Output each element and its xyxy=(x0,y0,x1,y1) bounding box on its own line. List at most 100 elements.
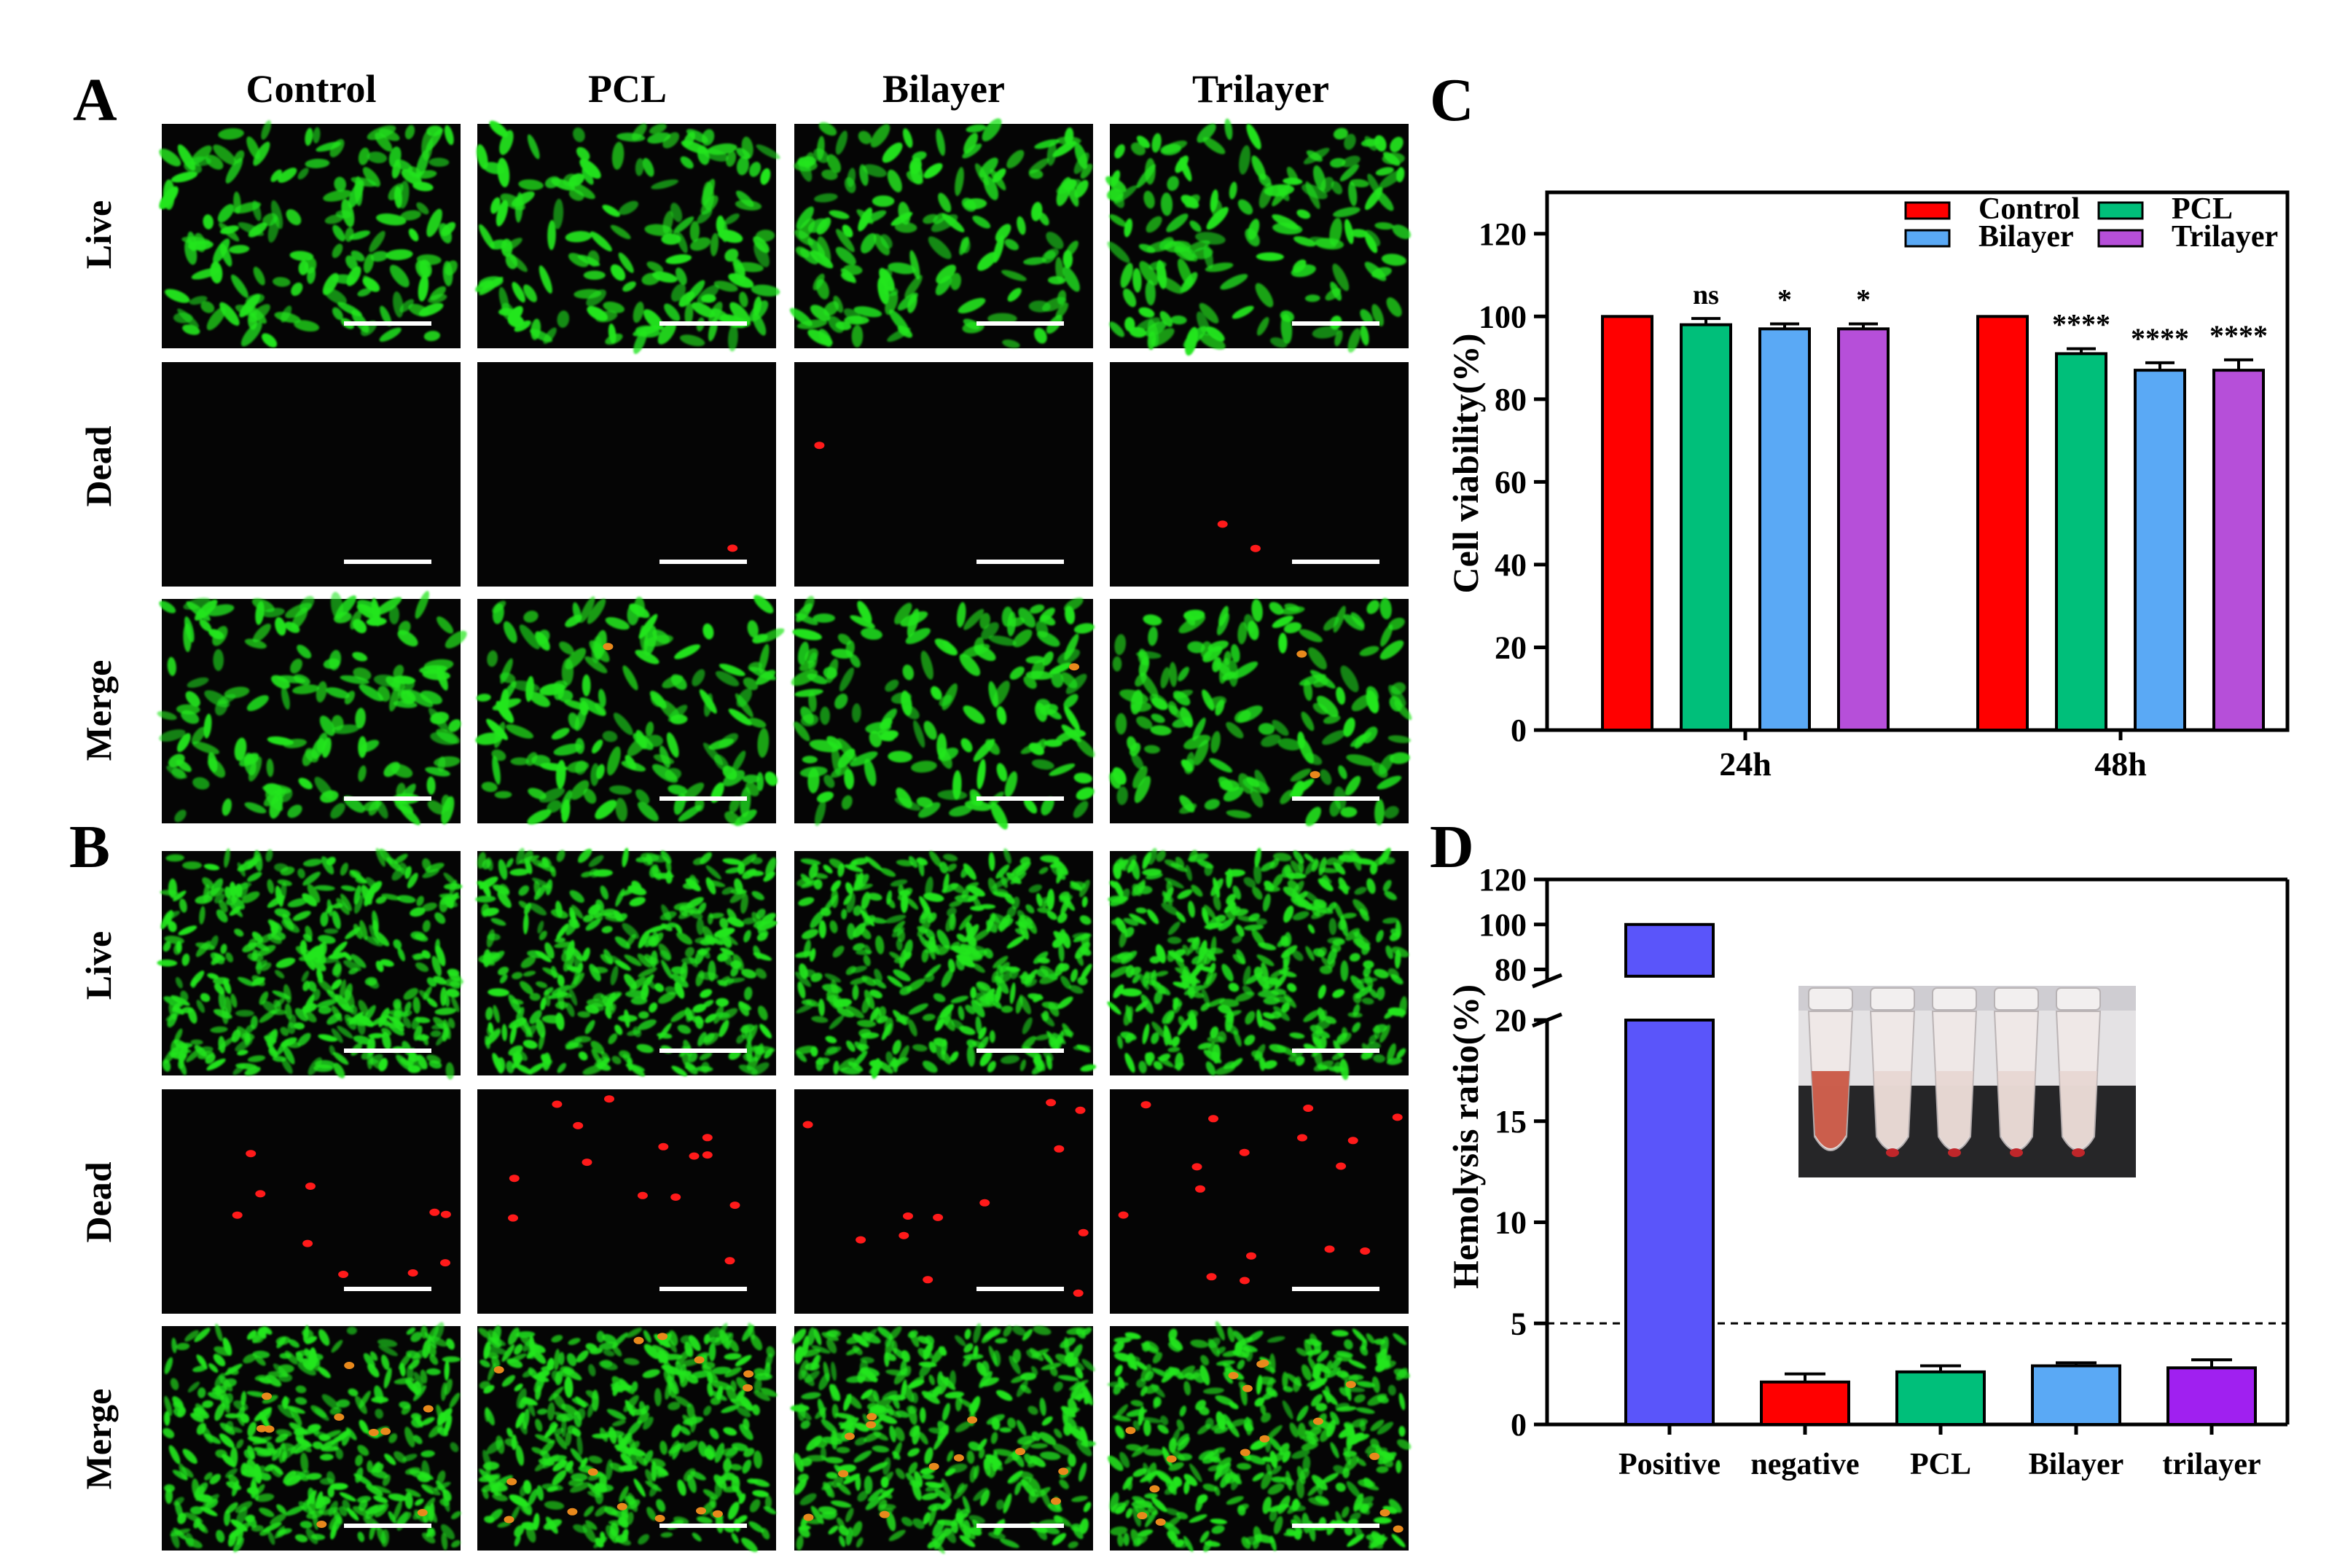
dead-cell xyxy=(1360,1247,1371,1255)
dead-cell xyxy=(305,1183,316,1190)
live-cell xyxy=(1232,305,1254,319)
live-cell xyxy=(380,959,394,967)
live-cell xyxy=(993,681,1010,707)
live-cell xyxy=(1073,152,1089,174)
live-cell xyxy=(918,801,941,818)
live-cell xyxy=(1224,651,1232,666)
live-cell xyxy=(1148,626,1158,646)
live-cell xyxy=(584,656,608,673)
micrograph-a-dead-bilayer xyxy=(794,362,1093,587)
live-cell xyxy=(352,651,368,662)
live-cell xyxy=(1237,199,1253,215)
live-cell xyxy=(496,1057,506,1074)
live-cell xyxy=(1127,736,1137,751)
live-cell xyxy=(890,691,912,704)
micrograph-background xyxy=(1110,1089,1409,1314)
live-cell xyxy=(1312,702,1328,715)
live-cell xyxy=(1362,726,1378,744)
live-cell xyxy=(246,695,269,711)
live-cell xyxy=(679,334,705,347)
live-cell xyxy=(635,158,644,176)
live-cell xyxy=(1080,163,1093,179)
live-cell xyxy=(1196,311,1210,336)
live-cell xyxy=(646,261,664,273)
live-cell xyxy=(760,168,771,185)
live-cell xyxy=(1344,775,1361,796)
live-cell xyxy=(902,665,915,681)
live-cell xyxy=(949,805,972,817)
merged-dead-cell xyxy=(1125,1427,1136,1435)
live-cell xyxy=(870,124,890,148)
live-cell xyxy=(203,713,212,739)
dead-cell xyxy=(1303,1105,1314,1112)
live-cell xyxy=(423,331,441,342)
live-cell xyxy=(493,603,504,624)
live-cell xyxy=(388,183,404,201)
live-cell xyxy=(1210,731,1221,753)
merged-dead-cell xyxy=(838,1470,849,1478)
live-cell xyxy=(708,302,723,324)
live-cell xyxy=(1204,799,1220,810)
live-cell xyxy=(1339,164,1360,181)
live-cell xyxy=(670,283,686,302)
live-cell xyxy=(974,645,996,662)
micrograph-b-live-trilayer xyxy=(1107,847,1409,1081)
live-cell xyxy=(205,887,224,898)
live-cell xyxy=(1034,327,1047,344)
live-cell xyxy=(494,791,512,799)
live-cell xyxy=(1044,739,1062,748)
live-cell xyxy=(1258,182,1273,208)
live-cell xyxy=(1006,149,1025,169)
live-cell xyxy=(850,615,875,629)
live-cell xyxy=(1347,328,1361,353)
live-cell xyxy=(727,324,738,352)
live-cell xyxy=(1396,167,1405,183)
live-cell xyxy=(1278,632,1288,654)
live-cell xyxy=(451,996,460,1013)
live-cell xyxy=(358,765,367,782)
live-cell xyxy=(689,221,700,242)
live-cell xyxy=(476,694,491,702)
live-cell xyxy=(1135,651,1162,659)
live-cell xyxy=(1205,262,1234,273)
live-cell xyxy=(622,665,638,691)
live-cell xyxy=(298,260,309,275)
live-cell xyxy=(1170,315,1187,325)
live-cell xyxy=(736,262,764,273)
live-cell xyxy=(1132,766,1148,789)
live-cell xyxy=(1034,139,1060,149)
live-cell xyxy=(645,721,654,737)
live-cell xyxy=(1056,179,1081,194)
merged-dead-cell xyxy=(1312,1417,1323,1425)
live-cell xyxy=(638,801,659,822)
live-cell xyxy=(906,170,923,185)
live-cell xyxy=(439,223,453,244)
dead-cell xyxy=(802,1121,813,1129)
live-cell xyxy=(665,870,673,884)
live-cell xyxy=(194,232,206,253)
live-cell xyxy=(199,619,212,632)
live-cell xyxy=(419,259,432,278)
live-cell xyxy=(367,125,396,141)
live-cell xyxy=(955,167,964,197)
live-cell xyxy=(799,766,828,777)
live-cell xyxy=(232,1064,246,1075)
live-cell xyxy=(345,927,361,939)
merged-dead-cell xyxy=(504,1516,514,1524)
dead-cell xyxy=(1195,1185,1205,1193)
live-cell xyxy=(716,215,725,234)
y-tick-label: 100 xyxy=(1479,299,1527,334)
live-cell xyxy=(503,621,517,643)
live-cell xyxy=(643,309,664,331)
viability-y-axis-label: Cell viability(%) xyxy=(1445,334,1486,594)
live-cell xyxy=(275,997,285,1007)
live-cell xyxy=(300,595,315,612)
live-cell xyxy=(1131,753,1144,769)
live-cell xyxy=(1123,288,1137,307)
live-cell xyxy=(1189,220,1202,232)
live-cell xyxy=(607,746,621,776)
live-cell xyxy=(796,206,814,230)
live-cell xyxy=(294,1008,309,1022)
micrograph-a-merge-control xyxy=(157,591,467,826)
